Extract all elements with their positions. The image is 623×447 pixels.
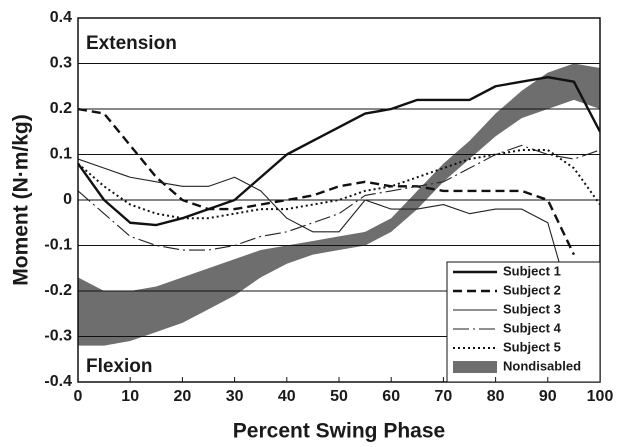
legend-label: Subject 1: [503, 263, 561, 278]
legend-label: Subject 5: [503, 339, 561, 354]
legend-label: Subject 4: [503, 320, 562, 335]
y-tick-label: 0.4: [50, 9, 72, 26]
series-line: [78, 75, 600, 227]
y-tick-label: -0.2: [44, 282, 72, 299]
y-tick-label: -0.3: [44, 328, 72, 345]
plot-area: [78, 18, 600, 382]
band-area: [78, 63, 600, 346]
x-tick-label: 100: [587, 388, 614, 405]
x-tick-label: 0: [74, 388, 83, 405]
y-axis-label: Moment (N·m/kg): [10, 114, 33, 286]
x-tick-label: 10: [121, 388, 139, 405]
y-tick-label: 0.2: [50, 100, 72, 117]
series-line: [78, 107, 575, 256]
y-tick-label: 0.1: [50, 146, 72, 163]
legend: Subject 1 Subject 2 Subject 3 Subject 4 Subj…: [446, 261, 601, 383]
series-line: [78, 158, 575, 314]
x-tick-label: 90: [539, 388, 557, 405]
x-tick-label: 20: [174, 388, 192, 405]
legend-label: Nondisabled: [503, 358, 581, 373]
y-tick-label: 0.3: [50, 55, 72, 72]
x-tick-label: 40: [278, 388, 296, 405]
y-tick-label: 0: [63, 191, 72, 208]
x-tick-label: 80: [487, 388, 505, 405]
series-line: [78, 148, 600, 220]
x-tick-label: 30: [226, 388, 244, 405]
x-tick-label: 70: [435, 388, 453, 405]
annotation: Flexion: [86, 356, 153, 377]
y-tick-label: -0.4: [44, 373, 72, 390]
x-tick-label: 60: [382, 388, 400, 405]
y-tick-label: -0.1: [44, 237, 72, 254]
legend-label: Subject 2: [503, 282, 561, 297]
annotation: Extension: [86, 33, 177, 54]
x-tick-label: 50: [330, 388, 348, 405]
x-axis-label: Percent Swing Phase: [233, 420, 445, 443]
series-line: [78, 144, 600, 251]
legend-label: Subject 3: [503, 301, 561, 316]
legend-swatch: [453, 361, 497, 373]
